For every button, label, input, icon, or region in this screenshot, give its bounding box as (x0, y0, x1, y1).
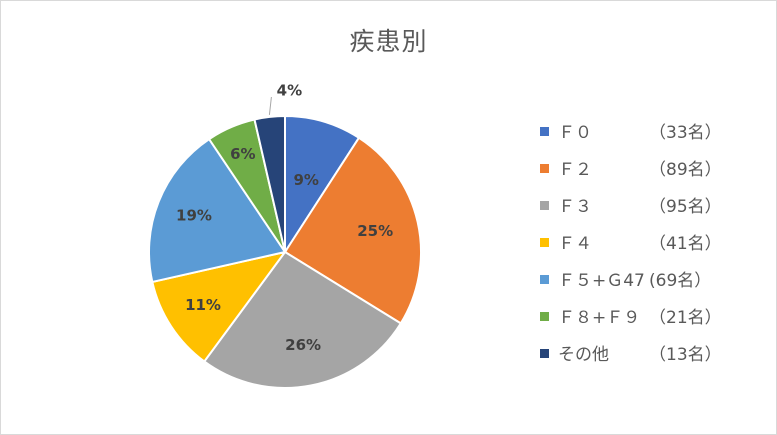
chart-title: 疾患別 (349, 27, 428, 56)
slice-percent-label: 11% (185, 296, 221, 314)
slice-percent-label: 26% (285, 336, 321, 354)
legend-count: （21名） (649, 308, 722, 328)
legend-item: その他 （13名） (540, 340, 770, 377)
legend-item: Ｆ４ （41名） (540, 229, 770, 266)
legend-label: Ｆ０ (558, 123, 592, 143)
legend-count: （41名） (649, 234, 722, 254)
legend-count: （95名） (649, 197, 722, 217)
legend-item: Ｆ２ （89名） (540, 155, 770, 192)
legend-item: Ｆ０ （33名） (540, 118, 770, 155)
pie-slice (283, 136, 422, 325)
legend-item: Ｆ５+Ｇ47 (69名） (540, 266, 770, 303)
slice-percent-label: 6% (230, 145, 255, 163)
leader-line (268, 96, 272, 115)
legend-label: Ｆ２ (558, 160, 592, 180)
legend-label: Ｆ３ (558, 197, 592, 217)
legend-label: Ｆ５+Ｇ47 (558, 271, 645, 291)
legend: Ｆ０ （33名） Ｆ２ （89名） Ｆ３ （95名） Ｆ４ （41名） Ｆ５+Ｇ… (540, 118, 770, 377)
legend-swatch (540, 201, 549, 210)
legend-swatch (540, 238, 549, 247)
legend-swatch (540, 349, 549, 358)
legend-count: （89名） (649, 160, 722, 180)
legend-swatch (540, 312, 549, 321)
slice-percent-label: 19% (176, 206, 212, 224)
legend-swatch (540, 164, 549, 173)
legend-count: （33名） (649, 123, 722, 143)
pie-slice (253, 114, 286, 253)
slice-percent-label: 9% (293, 171, 318, 189)
pie-slice (202, 250, 403, 389)
legend-count: （13名） (649, 345, 722, 365)
legend-count: (69名） (649, 271, 712, 291)
legend-label: Ｆ４ (558, 234, 592, 254)
slice-percent-label: 4% (277, 81, 302, 99)
pie-slice (148, 137, 287, 284)
legend-label: Ｆ８+Ｆ９ (558, 308, 641, 328)
pie-slices (148, 114, 422, 389)
legend-label: その他 (558, 345, 609, 365)
legend-item: Ｆ８+Ｆ９ （21名） (540, 303, 770, 340)
legend-item: Ｆ３ （95名） (540, 192, 770, 229)
pie-slice (151, 250, 288, 363)
pie-slice (284, 114, 361, 256)
legend-swatch (540, 127, 549, 136)
leader-lines (268, 96, 272, 115)
data-labels: 9% 25% 26% 11% 19% 6% 4% (176, 81, 393, 353)
legend-swatch (540, 275, 549, 284)
slice-percent-label: 25% (357, 222, 393, 240)
